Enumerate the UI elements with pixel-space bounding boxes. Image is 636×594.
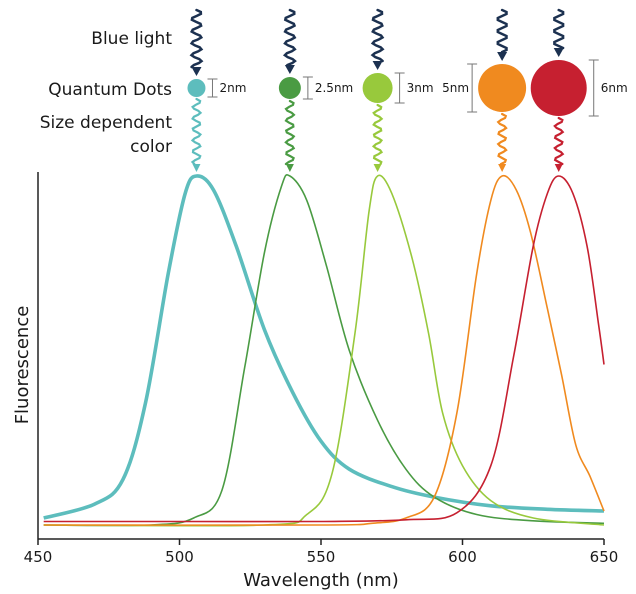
emission-arrowhead (498, 164, 507, 172)
blue-light-wave (282, 8, 297, 67)
blue-light-wave (189, 8, 204, 69)
emission-wave (496, 112, 508, 166)
dot-size-label: 5nm (442, 81, 469, 95)
x-tick-label: 500 (165, 548, 194, 566)
x-tick-label: 550 (307, 548, 336, 566)
emission-curve-2 (43, 174, 605, 527)
quantum-dot-group-2: 2.5nm (278, 8, 353, 172)
quantum-dot (278, 77, 301, 99)
size-dependent-color-label: color (130, 137, 172, 157)
x-axis-ticks: 450 500 550 600 650 (24, 539, 619, 566)
emission-arrowhead (554, 164, 563, 172)
quantum-dots-label: Quantum Dots (48, 80, 172, 100)
emission-arrowhead (285, 164, 294, 172)
quantum-dot-group-3: 3nm (362, 8, 434, 172)
dot-size-label: 3nm (407, 81, 434, 95)
fluorescence-chart: 450 500 550 600 650 Wavelength (nm) Fluoresc… (12, 172, 618, 591)
x-axis-title: Wavelength (nm) (243, 570, 399, 591)
size-bracket (207, 78, 218, 98)
dot-size-label: 2nm (219, 81, 246, 95)
emission-arrowhead (373, 164, 382, 172)
blue-light-arrowhead (372, 61, 383, 70)
blue-light-wave (496, 8, 508, 54)
blue-light-arrowhead (191, 67, 202, 76)
emission-curves (43, 174, 605, 527)
emission-curve-1 (43, 174, 605, 520)
quantum-dot (187, 79, 206, 97)
size-bracket (302, 76, 313, 100)
quantum-dot-group-1: 2nm (187, 8, 246, 172)
size-bracket (394, 72, 405, 104)
quantum-dots-illustration: 2nm 2.5nm 3nm 5nm 6nm (187, 8, 628, 172)
emission-curve-4 (43, 174, 605, 526)
quantum-dot-group-4: 5nm (442, 8, 527, 172)
dot-size-label: 6nm (601, 81, 628, 95)
size-bracket (467, 63, 478, 113)
dot-size-label: 2.5nm (315, 81, 353, 95)
quantum-dot (530, 60, 587, 116)
quantum-dot-group-5: 6nm (530, 8, 628, 172)
x-tick-label: 650 (590, 548, 619, 566)
emission-wave (190, 97, 203, 166)
emission-wave (553, 116, 565, 166)
blue-light-arrowhead (284, 65, 295, 74)
size-dependent-label: Size dependent (40, 113, 173, 133)
blue-light-label: Blue light (91, 29, 172, 49)
emission-curve-3 (43, 174, 605, 527)
x-tick-label: 600 (448, 548, 477, 566)
emission-arrowhead (192, 164, 201, 172)
y-axis-title: Fluorescence (12, 306, 33, 425)
blue-light-arrowhead (553, 48, 564, 57)
quantum-dot (478, 64, 527, 112)
emission-curve-5 (43, 175, 605, 523)
blue-light-wave (553, 8, 565, 50)
x-tick-label: 450 (24, 548, 53, 566)
blue-light-arrowhead (497, 52, 508, 61)
quantum-dot (362, 73, 393, 103)
emission-wave (371, 103, 384, 166)
blue-light-wave (370, 8, 385, 63)
emission-wave (284, 99, 296, 166)
size-bracket (588, 59, 599, 117)
